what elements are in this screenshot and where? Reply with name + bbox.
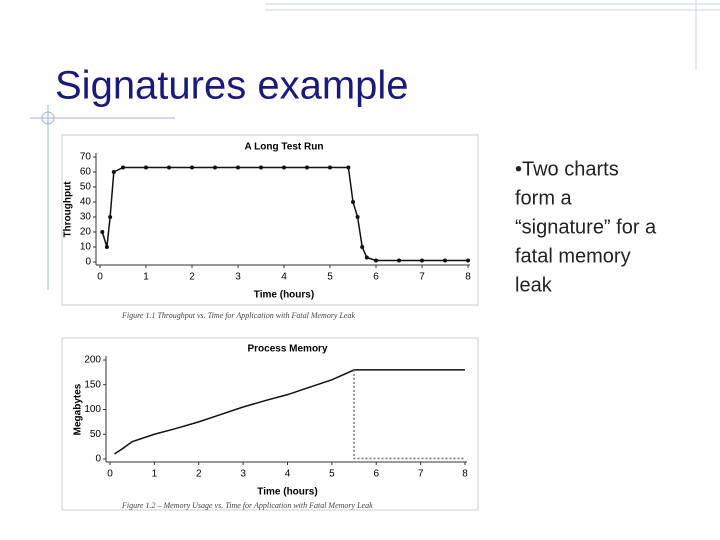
data-point (259, 165, 263, 170)
y-tick-label: 20 (80, 227, 92, 238)
y-axis-label: Megabytes (73, 383, 84, 435)
bullet-text: fatal memory (515, 245, 631, 267)
chart-title: A Long Test Run (245, 142, 324, 153)
y-tick-label: 200 (84, 355, 101, 366)
data-point (121, 165, 125, 170)
x-tick-label: 1 (152, 469, 158, 480)
y-tick-label: 10 (80, 242, 92, 253)
data-line (114, 369, 465, 455)
x-tick-label: 3 (240, 469, 246, 480)
bullet-text: “signature” for a (515, 216, 657, 238)
data-line (101, 166, 468, 262)
y-tick-label: 50 (90, 429, 102, 440)
x-tick-label: 2 (196, 469, 202, 480)
data-point (213, 165, 217, 170)
x-tick-label: 4 (281, 272, 287, 283)
data-point (144, 165, 148, 170)
data-point (305, 165, 309, 170)
y-axis-label: Throughput (63, 181, 74, 238)
y-tick-label: 50 (80, 182, 92, 193)
data-point (167, 165, 171, 170)
data-point (351, 200, 355, 204)
x-tick-label: 1 (143, 272, 149, 283)
y-tick-label: 60 (80, 167, 92, 178)
y-tick-label: 30 (80, 212, 92, 223)
data-point (374, 258, 378, 263)
y-tick-label: 0 (95, 454, 101, 465)
data-point (108, 215, 113, 219)
decoration (30, 0, 720, 290)
x-tick-label: 7 (419, 272, 425, 283)
data-point (100, 230, 105, 234)
data-point (346, 165, 351, 170)
x-tick-label: 2 (189, 272, 195, 283)
figure-caption: Figure 1.1 Throughput vs. Time for Appli… (121, 311, 355, 320)
y-tick-label: 70 (80, 152, 92, 163)
x-tick-label: 0 (107, 469, 113, 480)
data-line (353, 369, 465, 460)
y-tick-label: 0 (85, 257, 91, 268)
bullet-text: form a (515, 187, 573, 209)
data-point (466, 258, 470, 263)
data-point (360, 245, 365, 249)
x-tick-label: 6 (373, 469, 379, 480)
x-axis-label: Time (hours) (254, 290, 314, 301)
x-tick-label: 4 (285, 469, 291, 480)
y-tick-label: 100 (84, 404, 101, 415)
y-tick-label: 150 (84, 379, 101, 390)
chart-title: Process Memory (247, 344, 327, 355)
x-tick-label: 5 (327, 272, 333, 283)
x-tick-label: 7 (418, 469, 424, 480)
y-tick-label: 40 (80, 197, 92, 208)
bullet-text: leak (515, 274, 553, 296)
data-point (282, 165, 286, 170)
x-tick-label: 3 (235, 272, 241, 283)
chart-frame (61, 337, 479, 511)
data-point (420, 258, 424, 263)
x-tick-label: 8 (462, 469, 468, 480)
data-point (236, 165, 240, 170)
x-tick-label: 0 (97, 272, 103, 283)
data-point (104, 245, 109, 249)
data-point (397, 258, 401, 263)
data-point (364, 255, 369, 260)
figure-caption: Figure 1.2 – Memory Usage vs. Time for A… (121, 501, 373, 510)
x-tick-label: 5 (329, 469, 335, 480)
x-tick-label: 8 (465, 272, 471, 283)
chart-frame (61, 134, 479, 306)
x-tick-label: 6 (373, 272, 379, 283)
data-point (328, 165, 332, 170)
data-point (111, 170, 116, 174)
bullet-text: •Two charts (515, 158, 619, 180)
data-point (190, 165, 194, 170)
x-axis-label: Time (hours) (257, 487, 317, 498)
data-point (443, 258, 447, 263)
data-point (355, 215, 360, 219)
slide-title: Signatures example (55, 64, 409, 108)
